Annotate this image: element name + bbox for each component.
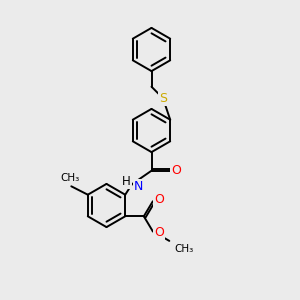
Text: O: O <box>172 164 181 177</box>
Text: H: H <box>122 175 131 188</box>
Text: CH₃: CH₃ <box>60 173 80 183</box>
Text: O: O <box>154 226 164 239</box>
Text: N: N <box>134 180 143 193</box>
Text: O: O <box>154 193 164 206</box>
Text: S: S <box>159 92 167 105</box>
Text: CH₃: CH₃ <box>175 244 194 254</box>
